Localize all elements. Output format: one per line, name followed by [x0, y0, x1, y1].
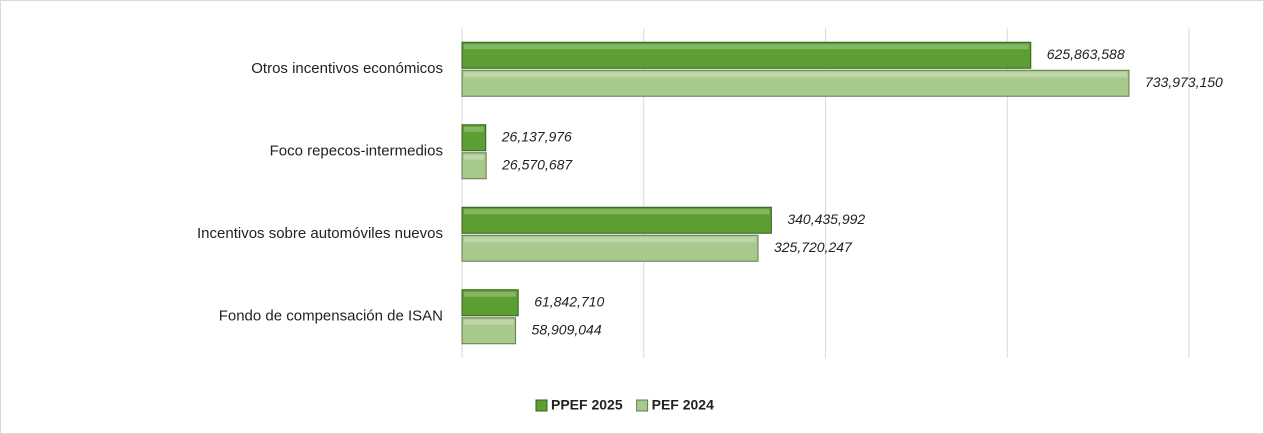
value-label: 325,720,247 [774, 239, 853, 255]
value-label: 61,842,710 [534, 293, 604, 309]
value-label: 625,863,588 [1047, 46, 1125, 62]
bar-highlight [464, 72, 1127, 78]
category-label: Fondo de compensación de ISAN [219, 308, 443, 325]
bar-highlight [464, 44, 1029, 50]
bar [461, 317, 517, 345]
category-label: Incentivos sobre automóviles nuevos [197, 225, 443, 242]
legend-marker [636, 399, 649, 412]
bar-highlight [464, 319, 514, 325]
bar [461, 234, 759, 262]
bar [461, 41, 1032, 69]
category-label: Foco repecos-intermedios [270, 143, 443, 160]
value-label: 26,137,976 [501, 128, 572, 144]
value-label: 58,909,044 [532, 321, 602, 337]
bar [461, 124, 487, 152]
legend-label: PEF 2024 [652, 397, 714, 413]
bar [461, 289, 519, 317]
legend-marker [535, 399, 548, 412]
value-label: 26,570,687 [501, 156, 573, 172]
legend-label: PPEF 2025 [551, 397, 623, 413]
bar [461, 69, 1130, 97]
value-label: 340,435,992 [787, 211, 865, 227]
bar-highlight [464, 237, 756, 243]
category-label: Otros incentivos económicos [251, 60, 443, 77]
bar-highlight [464, 126, 484, 132]
value-label: 733,973,150 [1145, 74, 1223, 90]
bar-highlight [464, 291, 517, 297]
bar-highlight [464, 154, 485, 160]
bar [461, 152, 487, 180]
bar [461, 206, 772, 234]
bar-highlight [464, 209, 770, 215]
